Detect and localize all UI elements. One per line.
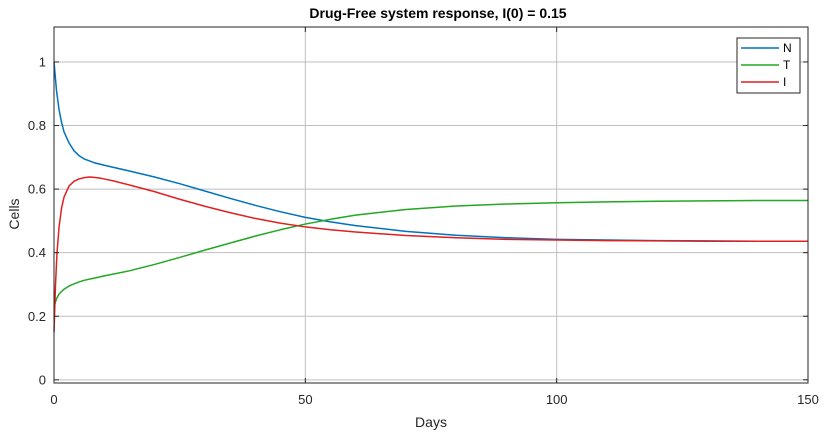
y-tick-label: 0.6: [28, 182, 46, 197]
legend-entry-i: I: [783, 75, 786, 89]
y-axis-label: Cells: [6, 198, 22, 229]
plot-area: [54, 27, 808, 383]
y-tick-label: 0.2: [28, 309, 46, 324]
plot-frame: [53, 26, 809, 384]
grid-lines: [53, 27, 809, 383]
y-tick-label: 1: [39, 54, 46, 69]
x-tick-label: 0: [50, 392, 57, 407]
series-layer: [53, 61, 808, 333]
x-tick-label: 150: [797, 392, 819, 407]
axis-ticks: 0 50 100 150 0 0.2 0.4 0.6 0.8 1: [28, 27, 819, 407]
series-line-t: [53, 199, 808, 307]
x-tick-label: 50: [298, 392, 312, 407]
x-axis-label: Days: [415, 414, 447, 430]
x-tick-label: 100: [546, 392, 568, 407]
y-tick-label: 0: [39, 372, 46, 387]
y-tick-label: 0.4: [28, 245, 46, 260]
y-tick-label: 0.8: [28, 118, 46, 133]
legend-entry-t: T: [783, 58, 791, 72]
chart-title: Drug-Free system response, I(0) = 0.15: [309, 5, 566, 21]
legend: NTI: [736, 37, 801, 94]
legend-entry-n: N: [783, 41, 792, 55]
series-line-i: [53, 176, 808, 333]
